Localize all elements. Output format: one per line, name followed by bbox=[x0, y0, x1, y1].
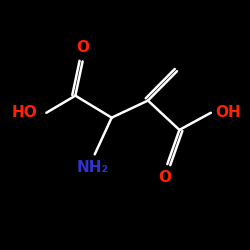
Text: NH₂: NH₂ bbox=[76, 160, 108, 176]
Text: O: O bbox=[76, 40, 89, 55]
Text: O: O bbox=[158, 170, 172, 185]
Text: OH: OH bbox=[216, 105, 242, 120]
Text: HO: HO bbox=[12, 105, 38, 120]
